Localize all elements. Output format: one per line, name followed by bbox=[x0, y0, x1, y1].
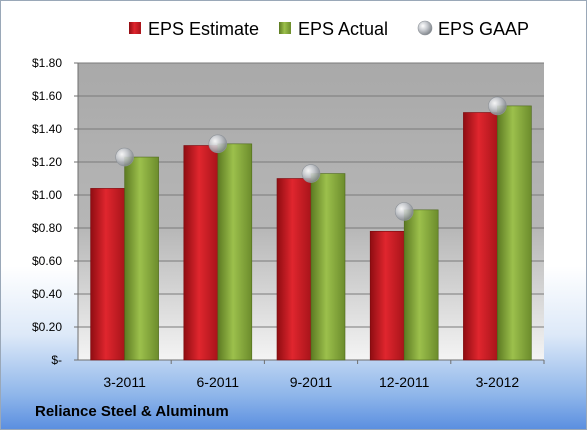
y-tick-label: $1.60 bbox=[32, 89, 62, 103]
legend-swatch bbox=[129, 22, 141, 34]
company-name: Reliance Steel & Aluminum bbox=[35, 403, 229, 420]
y-tick-label: $0.40 bbox=[32, 287, 62, 301]
bar-eps-actual bbox=[124, 156, 159, 361]
legend-label: EPS Actual bbox=[298, 19, 388, 39]
x-tick-label: 3-2011 bbox=[103, 374, 146, 390]
marker-eps-gaap bbox=[115, 147, 134, 167]
legend-label: EPS Estimate bbox=[148, 19, 259, 39]
legend-label: EPS GAAP bbox=[438, 19, 529, 39]
bar-eps-estimate bbox=[369, 231, 405, 361]
bar-eps-actual bbox=[217, 143, 253, 361]
y-tick-label: $1.20 bbox=[32, 155, 62, 169]
y-tick-label: $1.40 bbox=[32, 122, 62, 136]
legend-swatch bbox=[417, 20, 433, 36]
y-tick-label: $- bbox=[51, 353, 62, 367]
y-axis-ticks: $- $0.20 $0.40 $0.60 $0.80 $1.00 $1.20 $1.40 $1.… bbox=[32, 56, 62, 367]
bars bbox=[90, 105, 532, 361]
bar-eps-actual bbox=[497, 105, 532, 361]
marker-eps-gaap bbox=[394, 202, 414, 221]
marker-eps-gaap bbox=[208, 134, 228, 154]
bar-eps-actual bbox=[403, 209, 439, 361]
x-tick-label: 12-2011 bbox=[379, 374, 430, 390]
bar-eps-actual bbox=[310, 173, 346, 361]
gaap-markers bbox=[115, 96, 507, 221]
bar-eps-estimate bbox=[276, 178, 312, 361]
x-tick-label: 3-2012 bbox=[476, 374, 520, 390]
marker-eps-gaap bbox=[301, 164, 321, 183]
y-tick-label: $0.80 bbox=[32, 221, 62, 235]
y-tick-label: $1.80 bbox=[32, 56, 62, 70]
x-tick-label: 9-2011 bbox=[290, 374, 333, 390]
y-tick-label: $1.00 bbox=[32, 188, 62, 202]
x-axis-ticks: 3-2011 6-2011 9-2011 12-2011 3-2012 bbox=[103, 374, 519, 390]
bar-eps-estimate bbox=[183, 145, 219, 361]
y-tick-label: $0.20 bbox=[32, 320, 62, 334]
x-tick-label: 6-2011 bbox=[197, 374, 240, 390]
marker-eps-gaap bbox=[488, 96, 507, 116]
legend: EPS Estimate EPS Actual EPS GAAP bbox=[129, 19, 529, 39]
y-tick-label: $0.60 bbox=[32, 254, 62, 268]
bar-eps-estimate bbox=[463, 112, 498, 361]
legend-swatch bbox=[279, 22, 291, 34]
bar-eps-estimate bbox=[90, 188, 125, 361]
